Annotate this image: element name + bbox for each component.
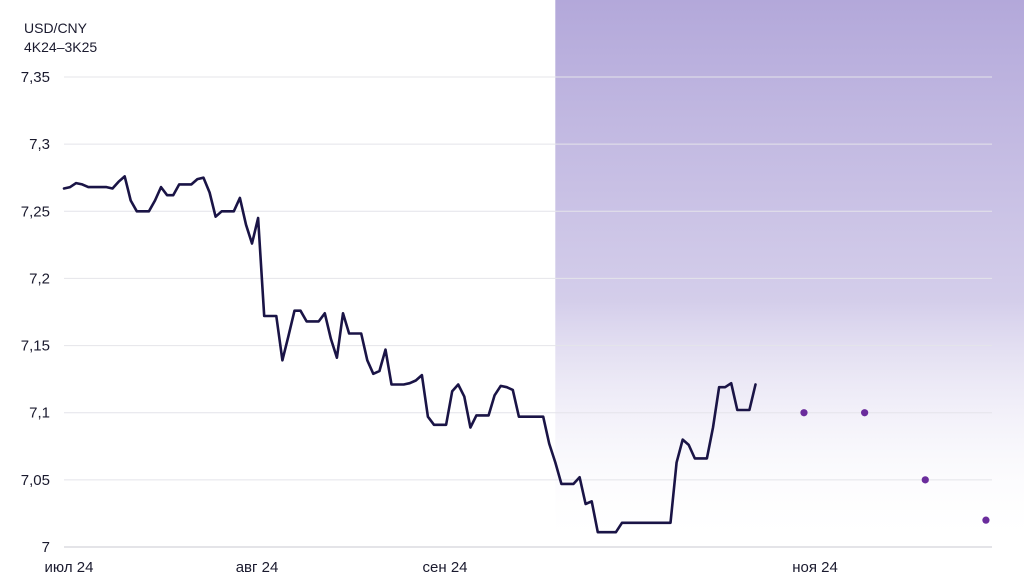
y-tick-label: 7,15 — [21, 338, 50, 355]
chart-title: USD/CNY — [24, 20, 88, 36]
forecast-band — [555, 0, 1024, 547]
forecast-point — [800, 409, 808, 417]
y-tick-label: 7,35 — [21, 69, 50, 86]
series-layer — [62, 175, 990, 534]
forecast-point — [982, 516, 990, 524]
y-tick-label: 7 — [42, 539, 50, 556]
y-tick-label: 7,1 — [29, 405, 50, 422]
x-axis-ticks: июл 24 авг 24 сен 24 ноя 24 — [45, 559, 838, 576]
y-tick-label: 7,2 — [29, 270, 50, 287]
y-tick-label: 7,05 — [21, 472, 50, 489]
x-tick-label: ноя 24 — [792, 559, 838, 576]
series-line-actual — [62, 175, 757, 534]
y-tick-label: 7,3 — [29, 136, 50, 153]
forecast-point — [921, 476, 929, 484]
x-tick-label: июл 24 — [45, 559, 94, 576]
forecast-point — [861, 409, 869, 417]
y-tick-label: 7,25 — [21, 203, 50, 220]
x-tick-label: сен 24 — [423, 559, 468, 576]
grid-lines — [64, 76, 992, 481]
chart-subtitle: 4K24–3K25 — [24, 39, 97, 55]
x-tick-label: авг 24 — [236, 559, 279, 576]
y-axis-ticks: 7,35 7,3 7,25 7,2 7,15 7,1 7,05 7 — [21, 69, 50, 556]
